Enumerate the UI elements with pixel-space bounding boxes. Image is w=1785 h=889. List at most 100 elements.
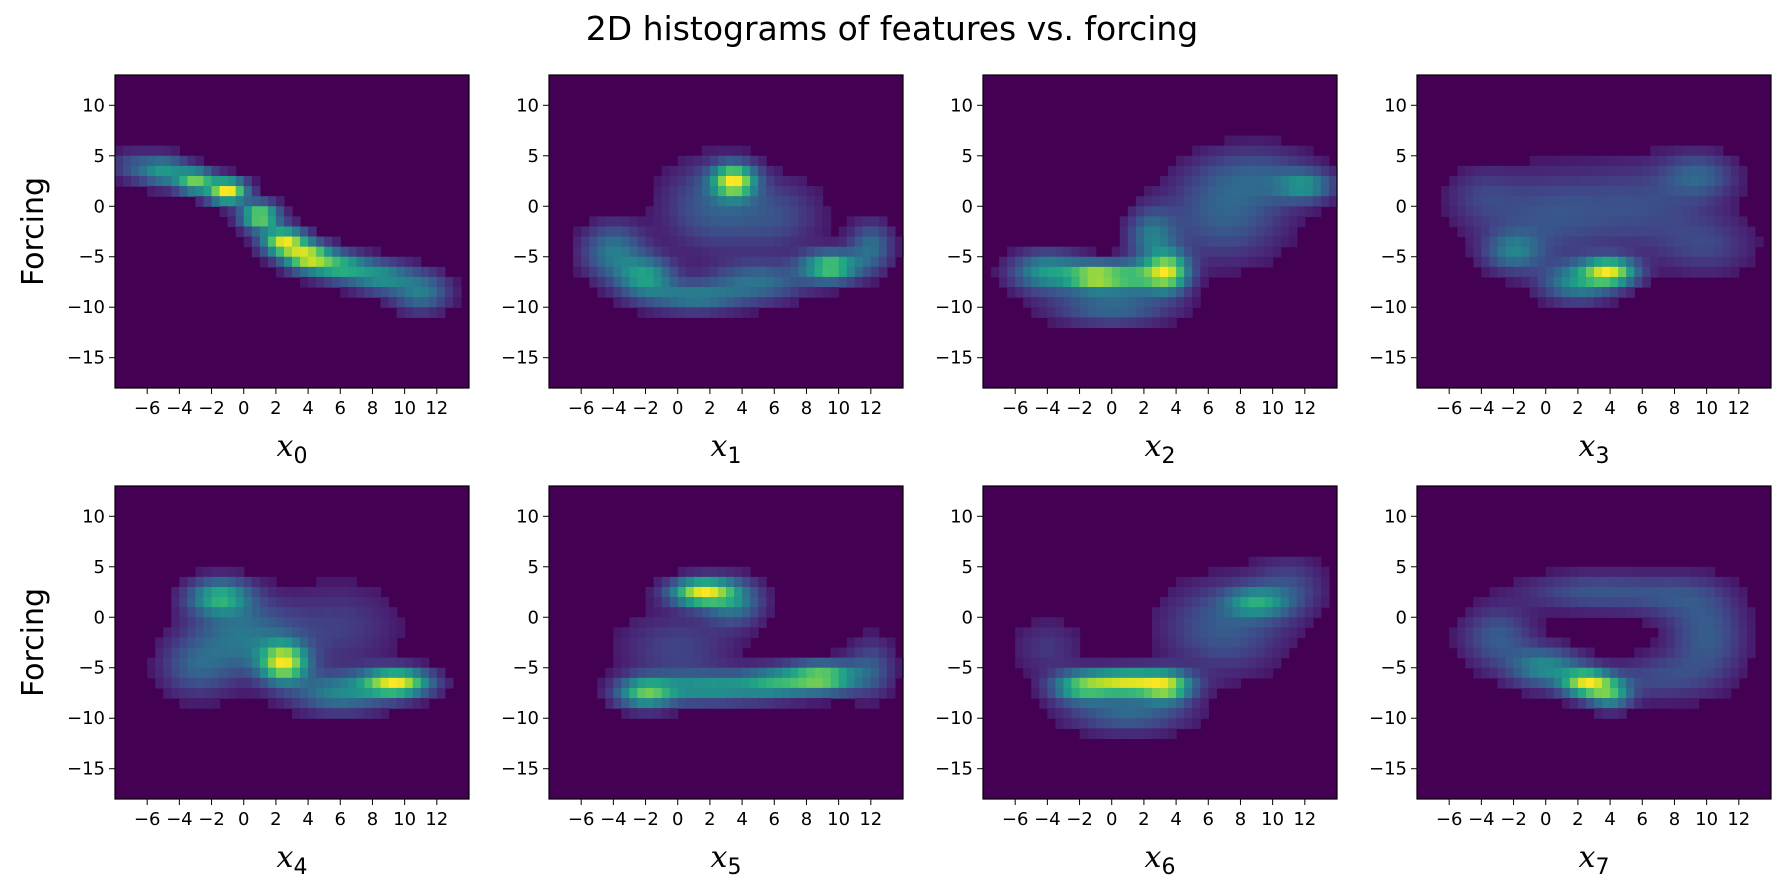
- histogram-bin: [227, 637, 237, 649]
- x-tick-label: 12: [425, 809, 448, 830]
- histogram-bin: [283, 627, 293, 639]
- histogram-bin: [717, 677, 727, 689]
- histogram-bin: [1602, 266, 1611, 278]
- histogram-bin: [1079, 287, 1089, 298]
- histogram-bin: [1650, 165, 1659, 177]
- histogram-bin: [1055, 647, 1065, 659]
- histogram-bin: [1151, 317, 1161, 329]
- histogram-bin: [1176, 576, 1185, 588]
- histogram-bin: [1666, 607, 1676, 618]
- histogram-bin: [1722, 597, 1732, 608]
- histogram-bin: [653, 186, 663, 197]
- histogram-bin: [340, 266, 349, 278]
- histogram-bin: [701, 175, 711, 187]
- histogram-bin: [701, 165, 711, 177]
- histogram-bin: [717, 206, 727, 217]
- histogram-bin: [645, 256, 655, 268]
- histogram-bin: [179, 647, 189, 659]
- y-tick-label: 0: [94, 607, 105, 628]
- histogram-bin: [1682, 266, 1692, 278]
- histogram-bin: [1248, 246, 1258, 258]
- histogram-bin: [444, 677, 454, 689]
- histogram-bin: [717, 586, 727, 598]
- histogram-bin: [766, 667, 775, 679]
- histogram-bin: [1312, 196, 1322, 207]
- y-tick-label: −10: [1369, 708, 1407, 729]
- histogram-bin: [1216, 216, 1225, 228]
- histogram-bin: [677, 657, 687, 669]
- histogram-bin: [645, 236, 655, 248]
- histogram-bin: [750, 687, 759, 699]
- histogram-bin: [1626, 687, 1635, 699]
- histogram-bin: [219, 667, 229, 679]
- histogram-bin: [1119, 698, 1129, 709]
- histogram-bin: [1610, 576, 1619, 588]
- y-tick-label: −5: [512, 658, 539, 679]
- histogram-bin: [1618, 175, 1627, 187]
- histogram-bin: [380, 637, 390, 649]
- x-axis-label-subscript: 0: [293, 444, 307, 469]
- histogram-bin: [605, 256, 614, 268]
- histogram-bin: [1610, 297, 1619, 308]
- histogram-bin: [774, 186, 783, 197]
- histogram-bin: [275, 677, 285, 689]
- histogram-bin: [1184, 657, 1193, 669]
- histogram-bin: [420, 276, 430, 288]
- histogram-bin: [838, 226, 848, 238]
- x-axis-label: x0: [277, 429, 308, 469]
- histogram-bin: [1481, 206, 1491, 217]
- histogram-bin: [1618, 165, 1627, 177]
- histogram-bin: [645, 617, 655, 628]
- histogram-bin: [1553, 586, 1563, 598]
- histogram-bin: [1119, 718, 1129, 729]
- histogram-bin: [348, 586, 357, 598]
- histogram-bin: [316, 266, 325, 278]
- histogram-bin: [211, 637, 221, 649]
- histogram-bin: [324, 657, 333, 669]
- histogram-bin: [621, 226, 631, 238]
- histogram-bin: [1481, 617, 1491, 628]
- histogram-bin: [1714, 206, 1724, 217]
- histogram-bin: [653, 657, 663, 669]
- histogram-bin: [219, 637, 229, 649]
- histogram-bin: [1690, 246, 1700, 258]
- histogram-bin: [1119, 687, 1129, 699]
- histogram-bin: [1634, 256, 1643, 268]
- histogram-bin: [830, 647, 840, 659]
- histogram-bin: [115, 155, 124, 167]
- histogram-bin: [1585, 155, 1595, 167]
- histogram-bin: [1240, 657, 1250, 669]
- histogram-bin: [1553, 667, 1563, 679]
- histogram-bin: [1280, 196, 1290, 207]
- histogram-cells: [147, 566, 454, 719]
- histogram-bin: [123, 145, 132, 157]
- histogram-bin: [348, 266, 357, 278]
- histogram-bin: [1328, 175, 1338, 187]
- histogram-bin: [275, 647, 285, 659]
- histogram-bin: [1722, 175, 1732, 187]
- histogram-bin: [1071, 667, 1081, 679]
- histogram-bin: [1585, 687, 1595, 699]
- histogram-bin: [292, 617, 301, 628]
- histogram-bin: [1682, 175, 1692, 187]
- histogram-bin: [356, 256, 366, 268]
- histogram-bin: [782, 206, 791, 217]
- histogram-bin: [1738, 647, 1748, 659]
- histogram-bin: [372, 698, 382, 709]
- histogram-bin: [798, 175, 808, 187]
- histogram-bin: [854, 698, 864, 709]
- histogram-cells: [1441, 145, 1764, 308]
- histogram-bin: [1127, 718, 1137, 729]
- histogram-bin: [1047, 317, 1057, 329]
- histogram-bin: [1594, 297, 1603, 308]
- histogram-bin: [1585, 216, 1595, 228]
- histogram-bin: [742, 287, 751, 298]
- histogram-bin: [894, 246, 904, 258]
- histogram-bin: [364, 647, 374, 659]
- histogram-bin: [1610, 687, 1619, 699]
- histogram-bin: [1168, 728, 1177, 740]
- histogram-bin: [155, 677, 164, 689]
- histogram-bin: [267, 617, 277, 628]
- histogram-bin: [1304, 155, 1314, 167]
- histogram-bin: [1714, 226, 1724, 238]
